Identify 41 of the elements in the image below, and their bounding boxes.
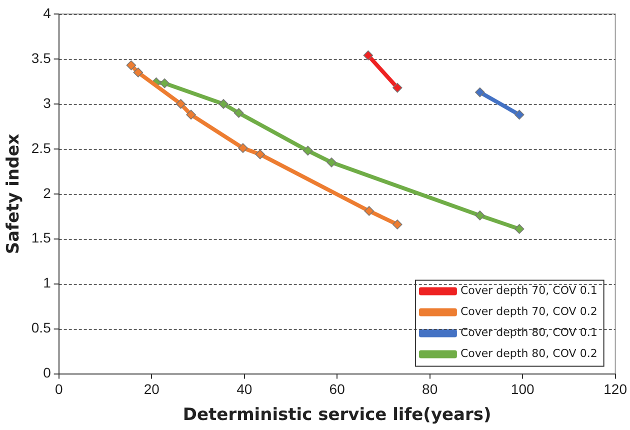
legend-label: Cover depth 70, COV 0.2 bbox=[460, 305, 598, 318]
point bbox=[238, 143, 248, 153]
point bbox=[392, 220, 402, 230]
y-tick-label: 0.5 bbox=[31, 320, 52, 336]
x-tick-label: 20 bbox=[144, 381, 160, 398]
x-tick-label: 40 bbox=[236, 381, 252, 398]
point bbox=[475, 210, 485, 220]
point bbox=[363, 50, 374, 60]
y-tick-label: 2.5 bbox=[31, 140, 52, 156]
x-tick-label: 0 bbox=[54, 381, 63, 398]
point bbox=[392, 82, 402, 93]
point bbox=[160, 78, 170, 88]
x-tick-label: 60 bbox=[329, 381, 346, 398]
x-tick-label: 120 bbox=[604, 381, 628, 398]
y-axis-title: Safety index bbox=[4, 134, 24, 254]
x-axis-title: Deterministic service life(years) bbox=[182, 405, 492, 426]
point bbox=[302, 146, 313, 156]
x-tick-label: 80 bbox=[422, 381, 438, 398]
y-tick-label: 0 bbox=[43, 364, 52, 381]
point bbox=[126, 60, 136, 70]
point bbox=[364, 206, 374, 216]
point bbox=[186, 110, 196, 120]
legend-label: Cover depth 80, COV 0.1 bbox=[460, 326, 598, 340]
point bbox=[133, 68, 144, 78]
point bbox=[234, 108, 244, 118]
y-tick-label: 3 bbox=[43, 94, 52, 111]
point bbox=[255, 149, 266, 160]
y-tick-label: 2 bbox=[43, 184, 52, 201]
point bbox=[514, 224, 524, 234]
legend-label: Cover depth 80, COV 0.2 bbox=[460, 347, 598, 360]
y-tick-label: 4 bbox=[43, 4, 52, 21]
legend-label: Cover depth 70, COV 0.1 bbox=[460, 284, 598, 298]
point bbox=[326, 158, 336, 168]
x-tick-label: 100 bbox=[510, 381, 534, 398]
point bbox=[514, 110, 524, 120]
point bbox=[475, 87, 485, 98]
point bbox=[176, 99, 186, 109]
y-tick-label: 3.5 bbox=[31, 50, 52, 66]
y-tick-label: 1.5 bbox=[31, 230, 52, 246]
point bbox=[218, 99, 228, 109]
y-tick-label: 1 bbox=[43, 274, 52, 291]
